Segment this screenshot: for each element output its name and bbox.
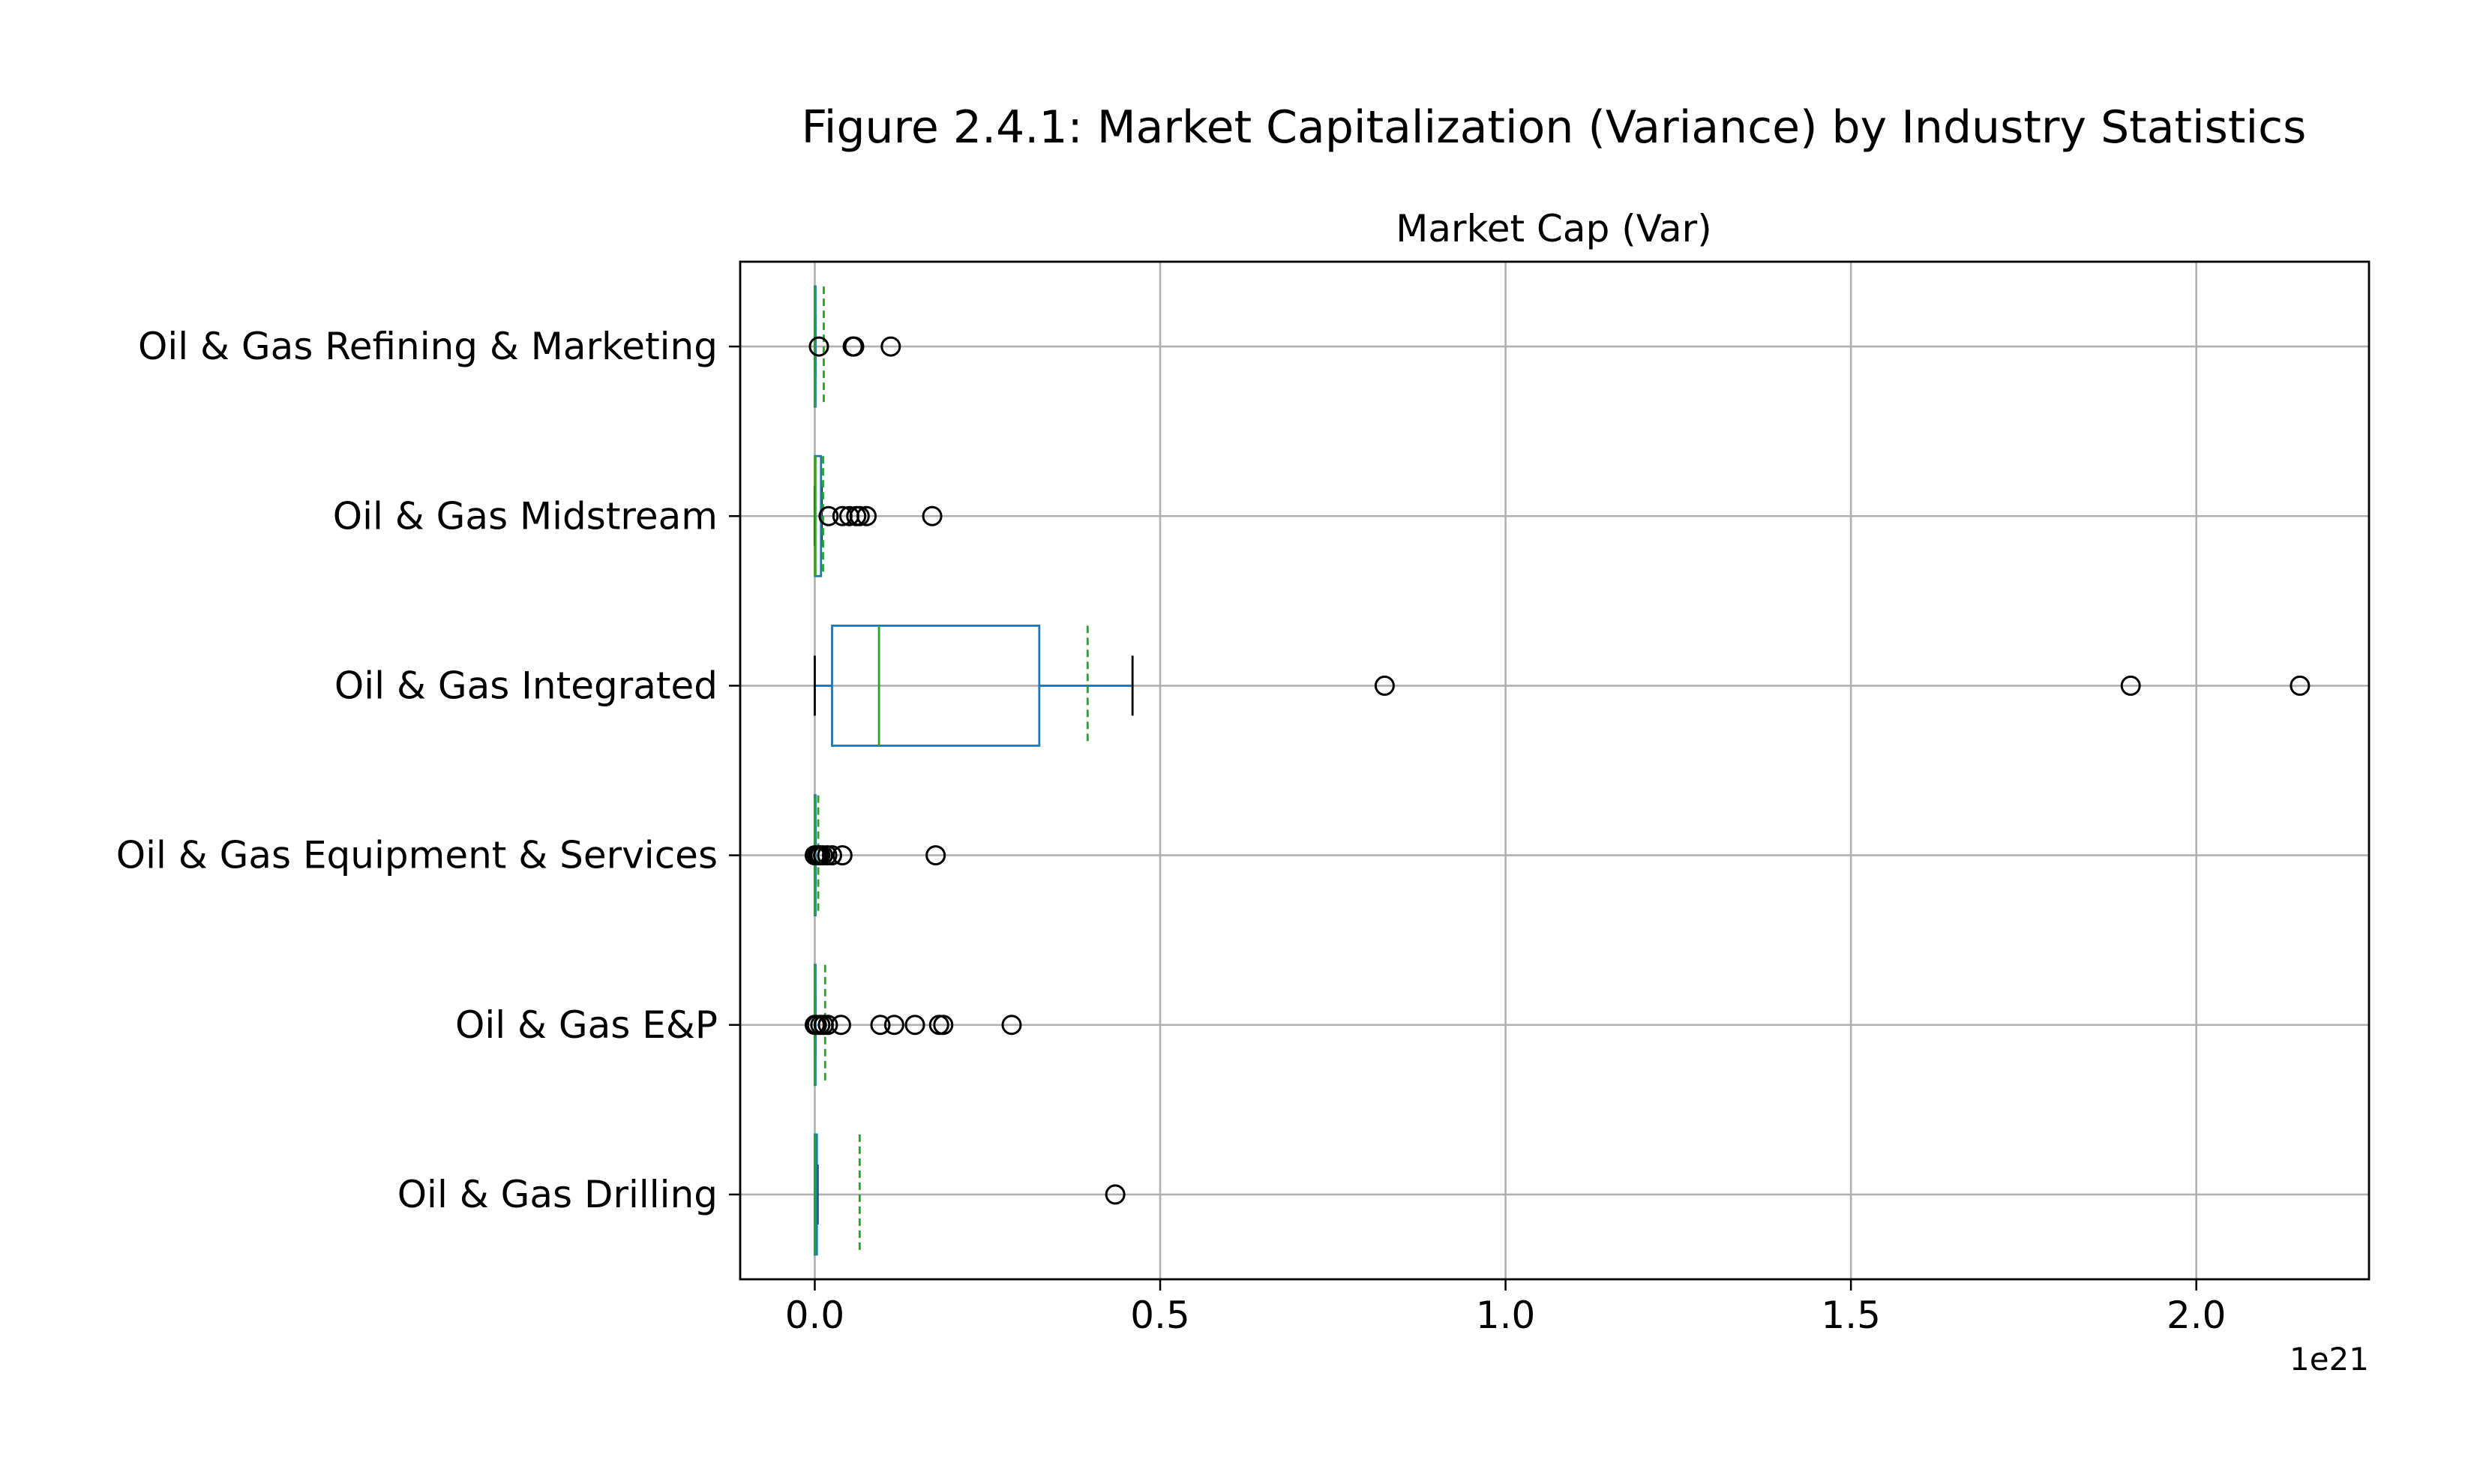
box-group [814,1133,861,1256]
category-label: Oil & Gas Integrated [334,664,718,707]
outlier-point [883,1015,904,1036]
outlier-point [1374,675,1395,696]
outlier-point [849,505,870,526]
outlier-point [830,1015,851,1036]
outlier-point [808,336,829,357]
x-axis-offset-label: 1e21 [2290,1341,2369,1378]
x-tick-label: 0.0 [785,1294,845,1337]
outlier-point [844,336,865,357]
category-label: Oil & Gas Drilling [397,1173,718,1216]
fliers-layer [804,336,2311,1205]
outlier-point [933,1015,954,1036]
outlier-point [1001,1015,1022,1036]
figure-title: Figure 2.4.1: Market Capitalization (Var… [802,101,2307,154]
box-group [814,454,824,577]
outlier-point [818,505,839,526]
plot-frame [739,260,2371,1281]
outlier-point [832,845,853,866]
outlier-point [880,336,901,357]
outlier-point [922,505,943,526]
category-label: Oil & Gas Midstream [333,494,718,538]
x-axis: 0.0 0.5 1.0 1.5 2.0 [785,1279,2227,1337]
outlier-point [2290,675,2311,696]
box-group [814,625,1134,747]
outlier-point [817,1015,838,1036]
boxes-layer [814,285,1134,1256]
grid-layer [740,262,2369,1279]
outlier-point [870,1015,891,1036]
category-label: Oil & Gas Refining & Marketing [138,325,718,368]
x-tick-label: 0.5 [1130,1294,1190,1337]
outlier-point [817,845,838,866]
y-axis: Oil & Gas Refining & Marketing Oil & Gas … [116,325,740,1216]
axes-title: Market Cap (Var) [1396,207,1711,250]
x-tick-label: 1.0 [1476,1294,1536,1337]
category-label: Oil & Gas E&P [455,1003,718,1047]
box-group [814,285,825,408]
outlier-point [2120,675,2141,696]
outlier-point [1105,1184,1126,1205]
outlier-point [822,845,843,866]
x-tick-label: 1.5 [1821,1294,1881,1337]
x-tick-label: 2.0 [2167,1294,2227,1337]
outlier-point [904,1015,925,1036]
outlier-point [856,505,877,526]
category-label: Oil & Gas Equipment & Services [116,834,718,877]
outlier-point [925,845,946,866]
box-iqr [831,625,1041,747]
